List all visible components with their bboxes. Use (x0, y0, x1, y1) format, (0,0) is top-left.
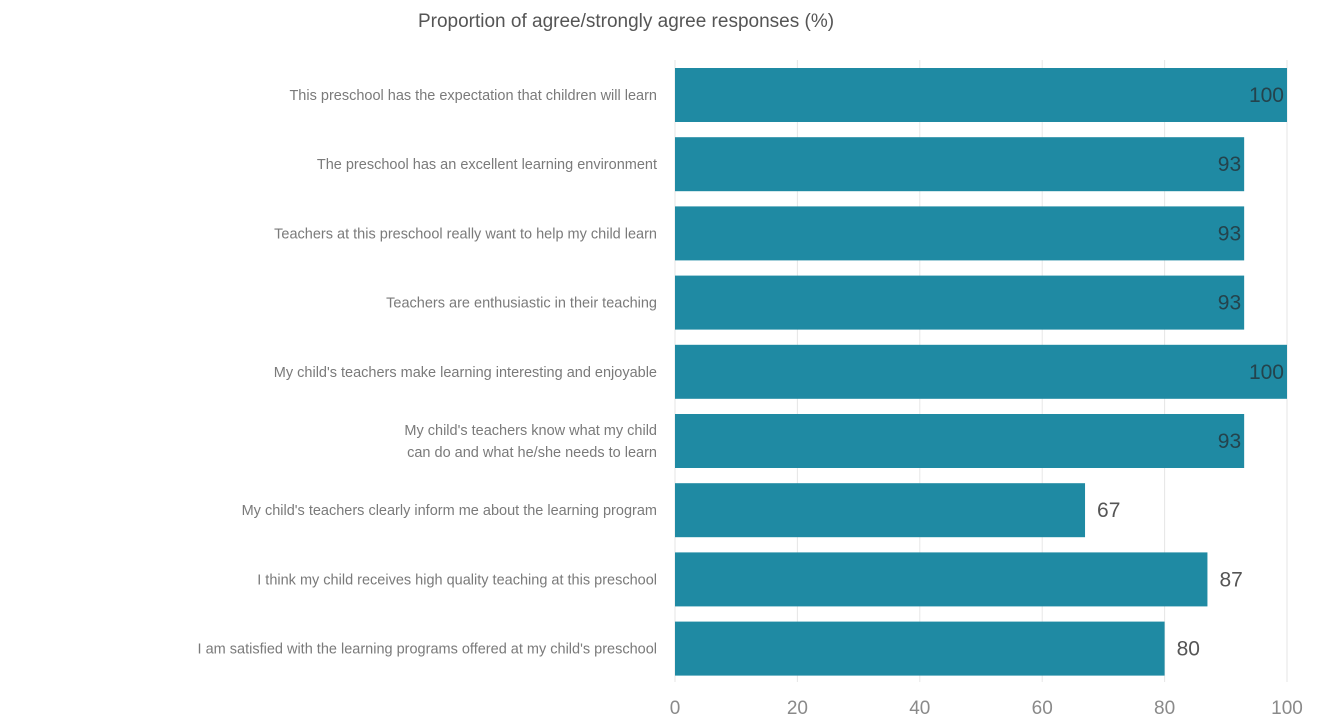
bar (675, 344, 1287, 399)
x-tick-label: 0 (670, 698, 681, 719)
category-label: This preschool has the expectation that … (289, 88, 657, 104)
bar (675, 483, 1086, 538)
x-tick-label: 60 (1032, 698, 1053, 719)
category-labels: This preschool has the expectation that … (198, 88, 657, 658)
category-label: My child's teachers make learning intere… (274, 365, 657, 381)
bar (675, 621, 1165, 676)
value-label: 93 (1218, 292, 1241, 315)
category-label: I think my child receives high quality t… (257, 572, 657, 588)
x-tick-label: 80 (1154, 698, 1175, 719)
value-label: 93 (1218, 222, 1241, 245)
value-label: 100 (1249, 361, 1284, 384)
bar (675, 68, 1287, 122)
bar (675, 137, 1245, 192)
value-label: 93 (1218, 153, 1241, 176)
x-tick-label: 40 (909, 698, 930, 719)
category-label: Teachers are enthusiastic in their teach… (386, 296, 657, 312)
value-label: 87 (1219, 568, 1242, 591)
bar (675, 206, 1245, 261)
bar (675, 552, 1208, 607)
category-label: Teachers at this preschool really want t… (274, 226, 657, 242)
x-tick-label: 20 (787, 698, 808, 719)
bar (675, 414, 1245, 468)
value-labels: 100 93 93 93 100 93 67 87 80 (1097, 84, 1284, 661)
value-label: 100 (1249, 84, 1284, 107)
value-label: 93 (1218, 430, 1241, 453)
category-label: My child's teachers know what my child (404, 423, 657, 439)
category-label: can do and what he/she needs to learn (407, 445, 657, 461)
value-label: 67 (1097, 499, 1120, 522)
category-label: The preschool has an excellent learning … (317, 157, 657, 173)
bars (675, 68, 1287, 676)
x-tick-label: 100 (1271, 698, 1303, 719)
x-axis-ticks: 0 20 40 60 80 100 (670, 698, 1303, 719)
category-label: My child's teachers clearly inform me ab… (242, 503, 657, 519)
value-label: 80 (1177, 638, 1200, 661)
bar (675, 275, 1245, 330)
chart-title: Proportion of agree/strongly agree respo… (418, 11, 834, 32)
category-label: I am satisfied with the learning program… (198, 642, 657, 658)
